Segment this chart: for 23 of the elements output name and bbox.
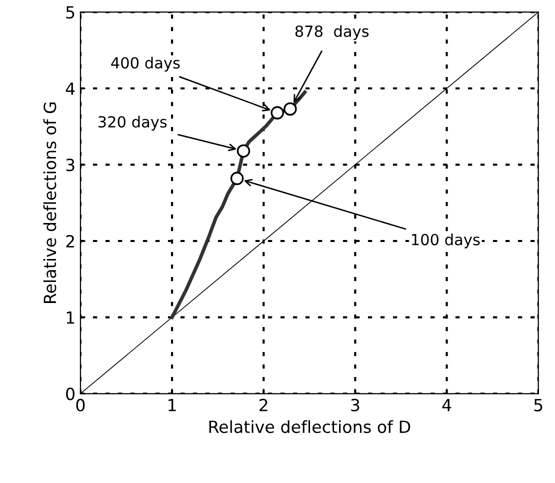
x-tick-label: 0: [76, 398, 85, 412]
annotation: 400 days: [111, 56, 180, 72]
y-axis-title: Relative deflections of G: [43, 102, 56, 303]
x-tick-label: 5: [534, 399, 542, 412]
y-tick-label: 3: [66, 158, 74, 172]
point: [236, 144, 250, 158]
annotation: 320 days: [98, 116, 167, 131]
annotation: 878 days: [295, 25, 369, 40]
point: [284, 102, 297, 116]
line-series: [170, 90, 307, 320]
annotation: 100 days: [412, 234, 480, 248]
y-tick-label: 0: [66, 388, 75, 400]
y-tick-label: 2: [66, 234, 74, 248]
point: [230, 172, 244, 186]
x-tick-label: 1: [168, 399, 176, 412]
point: [270, 106, 284, 120]
x-tick-label: 2: [260, 398, 268, 412]
x-tick-label: 3: [351, 398, 360, 412]
y-tick-label: 5: [66, 6, 74, 19]
y-tick-label: 4: [66, 82, 75, 95]
y-tick-label: 1: [66, 312, 74, 324]
x-tick-label: 4: [442, 399, 452, 412]
x-axis-title: Relative deflections of D: [209, 420, 410, 434]
